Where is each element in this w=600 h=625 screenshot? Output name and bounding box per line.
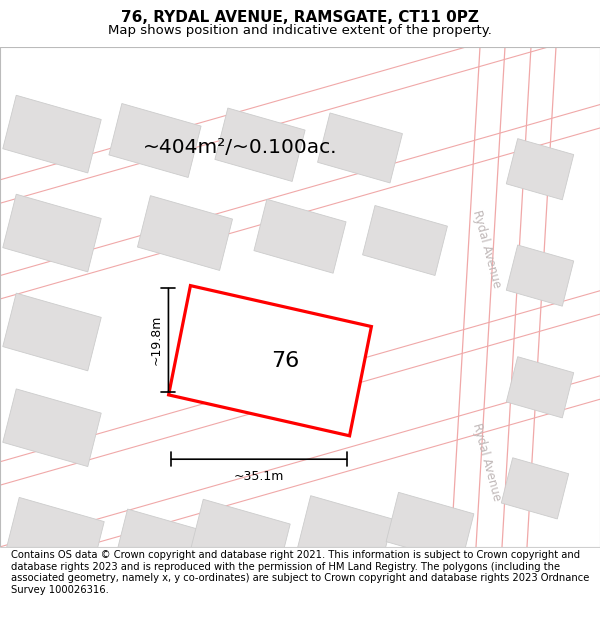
Text: 76: 76 (271, 351, 299, 371)
Polygon shape (169, 286, 371, 436)
Polygon shape (6, 498, 104, 575)
Polygon shape (109, 104, 201, 178)
Polygon shape (362, 206, 448, 276)
Text: Contains OS data © Crown copyright and database right 2021. This information is : Contains OS data © Crown copyright and d… (11, 550, 589, 595)
Polygon shape (506, 139, 574, 200)
Polygon shape (215, 108, 305, 181)
Polygon shape (506, 357, 574, 418)
Text: Rydal Avenue: Rydal Avenue (470, 421, 503, 502)
Text: Map shows position and indicative extent of the property.: Map shows position and indicative extent… (108, 24, 492, 36)
Text: ~404m²/~0.100ac.: ~404m²/~0.100ac. (143, 139, 337, 158)
Polygon shape (3, 194, 101, 272)
Text: 76, RYDAL AVENUE, RAMSGATE, CT11 0PZ: 76, RYDAL AVENUE, RAMSGATE, CT11 0PZ (121, 10, 479, 25)
Polygon shape (190, 499, 290, 578)
Polygon shape (254, 199, 346, 273)
Text: Rydal Avenue: Rydal Avenue (470, 209, 503, 289)
Polygon shape (3, 293, 101, 371)
Text: ~19.8m: ~19.8m (149, 315, 163, 366)
Polygon shape (386, 492, 474, 563)
Polygon shape (137, 196, 233, 271)
Text: ~35.1m: ~35.1m (234, 470, 284, 483)
Polygon shape (501, 458, 569, 519)
Polygon shape (3, 389, 101, 466)
Polygon shape (115, 509, 205, 581)
Polygon shape (317, 113, 403, 183)
Polygon shape (506, 245, 574, 306)
Polygon shape (297, 496, 393, 572)
Polygon shape (3, 95, 101, 173)
